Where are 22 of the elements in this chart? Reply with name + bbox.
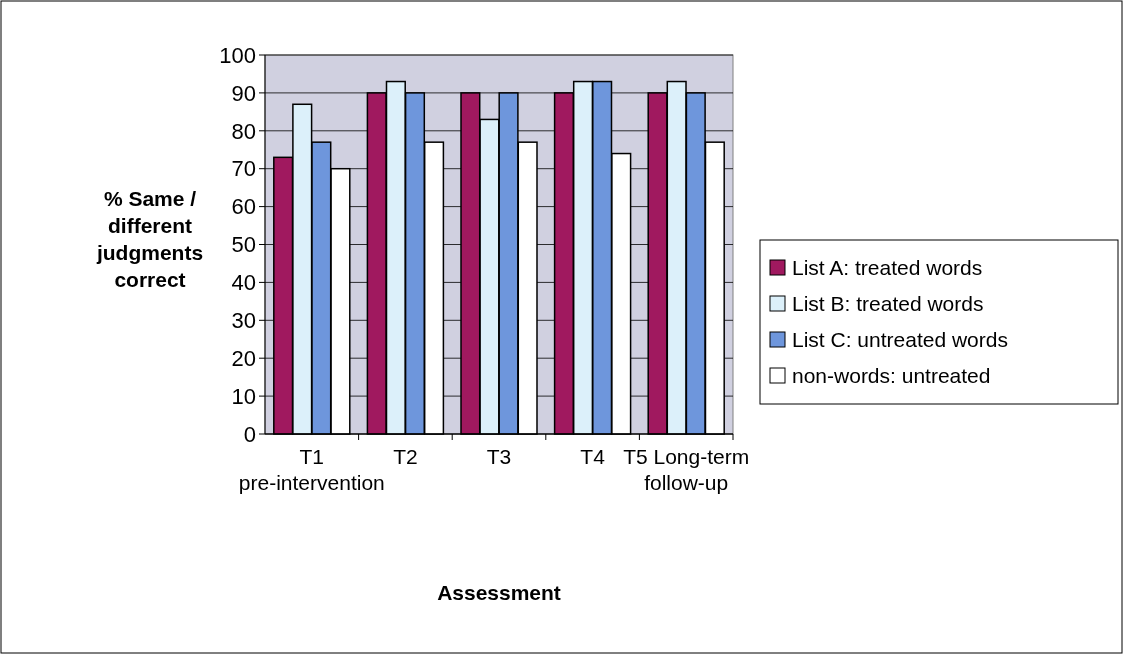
y-tick-label: 0	[243, 421, 256, 447]
y-tick-label: 80	[231, 118, 256, 144]
y-tick-label: 90	[231, 80, 256, 106]
x-tick-label: T2	[393, 445, 418, 468]
legend-label: List C: untreated words	[792, 328, 1008, 352]
y-tick-label: 70	[231, 156, 256, 182]
y-axis-title: % Same / different judgments correct	[95, 186, 204, 291]
y-tick-label: 60	[231, 194, 256, 220]
x-tick-label: T4	[580, 445, 606, 468]
x-axis-title: Assessment	[437, 581, 561, 604]
legend-label: List B: treated words	[792, 292, 984, 316]
y-tick-label: 10	[231, 383, 256, 409]
x-tick-label: T5 Long-term follow-up	[623, 445, 750, 494]
y-tick-label: 20	[231, 345, 256, 371]
legend-label: non-words: untreated	[792, 364, 991, 388]
y-tick-label: 100	[219, 42, 256, 68]
y-tick-label: 40	[231, 270, 256, 296]
legend-label: List A: treated words	[792, 256, 983, 280]
x-tick-label: T3	[486, 445, 512, 468]
y-tick-label: 50	[231, 232, 256, 258]
y-tick-label: 30	[231, 308, 256, 333]
x-tick-label: T1 pre-intervention	[238, 445, 385, 494]
